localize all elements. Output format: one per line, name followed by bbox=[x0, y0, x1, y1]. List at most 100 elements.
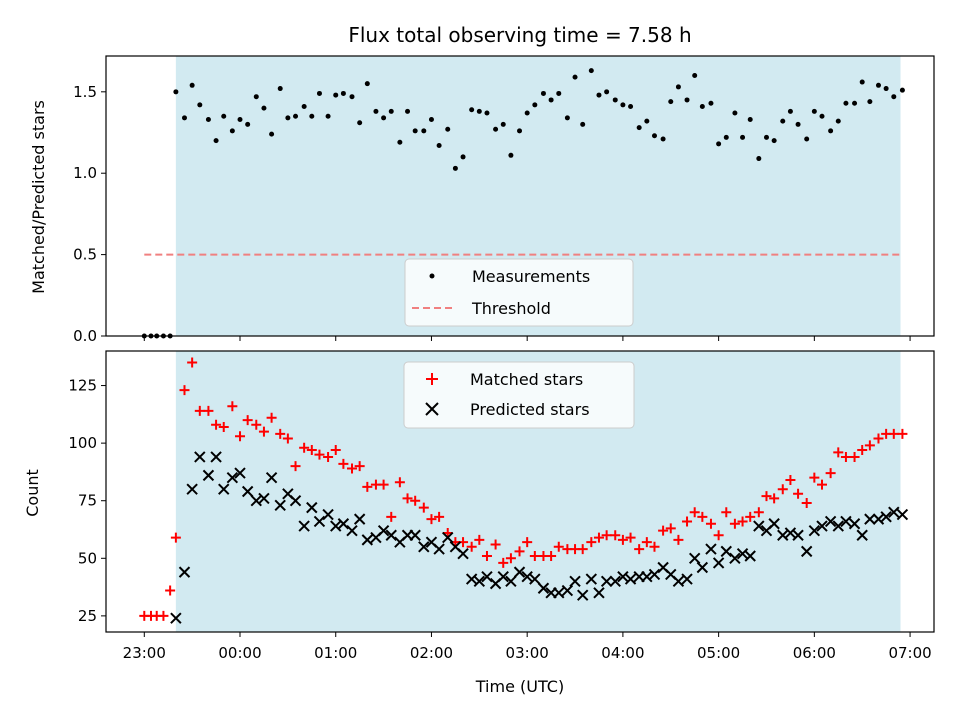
measurement-point bbox=[780, 118, 786, 124]
predicted-star-point bbox=[553, 587, 565, 599]
measurement-point bbox=[540, 90, 546, 96]
predicted-star-point bbox=[792, 529, 804, 541]
predicted-star-point bbox=[569, 575, 581, 588]
predicted-star-point bbox=[313, 515, 326, 528]
measurement-point bbox=[213, 138, 219, 144]
measurement-point bbox=[532, 102, 538, 108]
matched-star-point bbox=[434, 511, 445, 522]
matched-star-point bbox=[745, 511, 756, 522]
predicted-star-point bbox=[170, 612, 182, 624]
predicted-star-point bbox=[729, 552, 741, 565]
predicted-star-point bbox=[433, 543, 445, 555]
predicted-star-point bbox=[385, 529, 397, 541]
measurement-point bbox=[397, 139, 403, 145]
measurement-point bbox=[412, 128, 418, 134]
measurement-point bbox=[197, 102, 203, 108]
matched-star-point bbox=[218, 422, 229, 433]
legend-threshold-label: Threshold bbox=[471, 299, 551, 318]
matched-star-point bbox=[394, 477, 405, 488]
x-tick-label: 01:00 bbox=[314, 644, 357, 662]
measurement-point bbox=[668, 99, 674, 105]
measurement-point bbox=[229, 128, 235, 134]
matched-star-point bbox=[713, 530, 724, 541]
predicted-star-point bbox=[624, 573, 637, 585]
matched-star-point bbox=[729, 518, 740, 529]
bottom-y-tick-label: 125 bbox=[68, 377, 97, 395]
predicted-star-point bbox=[234, 467, 246, 479]
legend-measurements-label: Measurements bbox=[472, 267, 590, 286]
measurement-point bbox=[452, 165, 458, 171]
x-tick-label: 23:00 bbox=[123, 644, 166, 662]
predicted-star-point bbox=[361, 534, 374, 546]
predicted-star-point bbox=[609, 575, 621, 588]
predicted-star-point bbox=[194, 451, 206, 463]
predicted-star-point bbox=[178, 566, 191, 578]
matched-star-point bbox=[737, 516, 748, 527]
legend-top: Measurements Threshold bbox=[404, 258, 634, 327]
top-y-tick-label: 1.0 bbox=[73, 164, 97, 182]
measurement-point bbox=[699, 103, 705, 109]
measurement-point bbox=[819, 113, 825, 119]
measurement-point bbox=[875, 82, 881, 88]
matched-star-point bbox=[785, 474, 796, 485]
measurement-point bbox=[493, 126, 499, 132]
predicted-star-point bbox=[353, 513, 366, 525]
predicted-star-point bbox=[409, 529, 421, 541]
legend-top-box bbox=[404, 258, 634, 327]
measurement-point bbox=[835, 118, 841, 124]
matched-star-point bbox=[514, 546, 525, 557]
measurement-point bbox=[524, 110, 530, 116]
matched-star-point bbox=[809, 472, 820, 483]
measurement-point bbox=[388, 108, 394, 114]
measurement-point bbox=[684, 97, 690, 103]
matched-star-point bbox=[426, 514, 437, 525]
predicted-star-point bbox=[561, 584, 574, 597]
predicted-star-point bbox=[600, 575, 613, 588]
predicted-star-point bbox=[473, 575, 486, 588]
measurement-point bbox=[636, 125, 642, 131]
matched-star-point bbox=[227, 401, 238, 412]
matched-star-point bbox=[897, 428, 908, 439]
measurement-point bbox=[732, 110, 738, 116]
measurement-point bbox=[580, 121, 586, 127]
predicted-star-point bbox=[856, 529, 868, 541]
measurement-point bbox=[708, 100, 714, 106]
measurement-point bbox=[564, 115, 570, 121]
measurement-point bbox=[364, 81, 370, 87]
predicted-star-point bbox=[688, 552, 701, 565]
predicted-star-point bbox=[218, 483, 230, 495]
measurement-point bbox=[859, 79, 865, 85]
predicted-star-point bbox=[289, 495, 302, 507]
predicted-star-point bbox=[808, 524, 821, 537]
matched-star-point bbox=[258, 426, 269, 437]
matched-star-point bbox=[194, 405, 205, 416]
measurement-point bbox=[508, 152, 514, 158]
measurement-point bbox=[181, 115, 187, 121]
bottom-y-tick-label: 100 bbox=[68, 434, 97, 452]
matched-star-point bbox=[235, 431, 246, 442]
matched-star-point bbox=[179, 385, 190, 396]
predicted-star-point bbox=[186, 483, 198, 495]
measurement-point bbox=[484, 110, 490, 116]
matched-star-point bbox=[641, 537, 652, 548]
measurement-point bbox=[436, 143, 442, 149]
top-y-tick-label: 0.0 bbox=[73, 327, 97, 345]
predicted-star-point bbox=[585, 573, 598, 585]
predicted-star-point bbox=[346, 524, 358, 537]
measurement-point bbox=[269, 131, 275, 137]
matched-star-point bbox=[490, 539, 501, 550]
measurement-point bbox=[867, 99, 873, 105]
measurement-point bbox=[740, 134, 746, 140]
measurement-point bbox=[804, 136, 810, 142]
x-axis-label: Time (UTC) bbox=[475, 677, 564, 696]
y-axis-label-ratio: Matched/Predicted stars bbox=[29, 100, 48, 294]
matched-star-point bbox=[761, 491, 772, 502]
matched-star-point bbox=[833, 447, 844, 458]
measurement-point bbox=[899, 87, 905, 93]
measurement-point bbox=[253, 94, 259, 100]
x-tick-label: 05:00 bbox=[697, 644, 740, 662]
chart-title: Flux total observing time = 7.58 h bbox=[348, 23, 691, 47]
matched-star-point bbox=[158, 610, 169, 621]
bottom-y-tick-label: 75 bbox=[78, 492, 97, 510]
predicted-star-point bbox=[880, 511, 892, 523]
